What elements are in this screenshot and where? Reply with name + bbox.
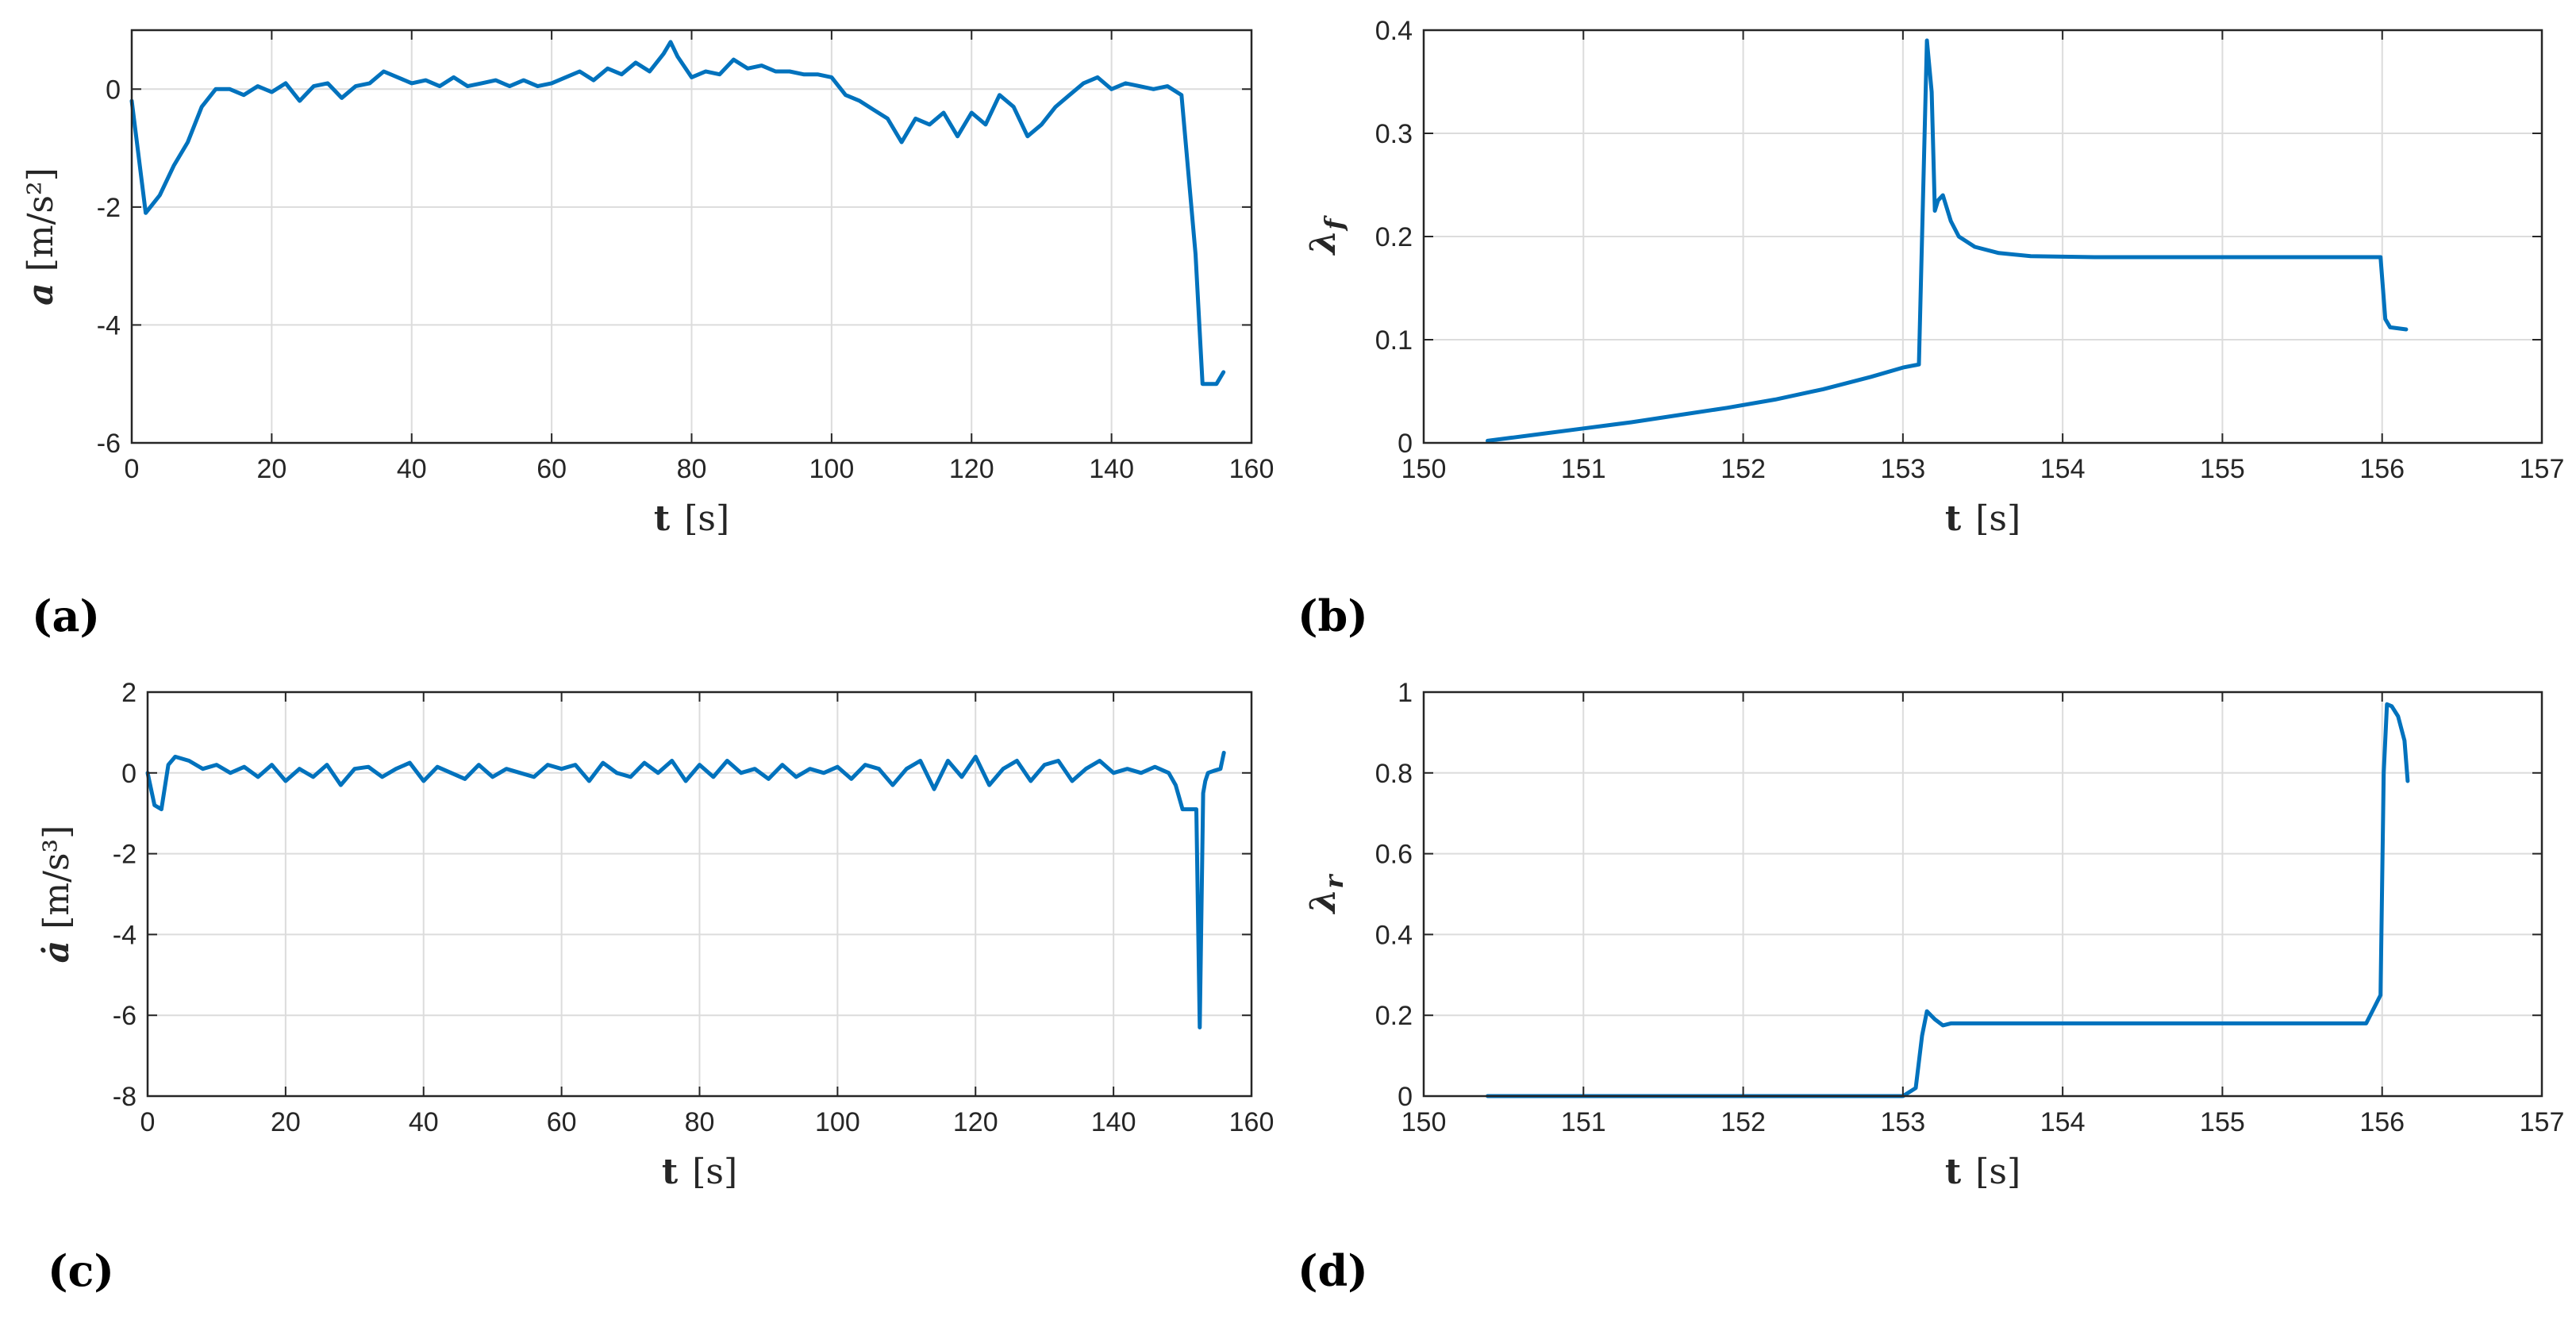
x-tick-label: 156	[2359, 454, 2405, 484]
x-axis-label-symbol: t	[1945, 498, 1962, 539]
panel-label: (d)	[1298, 1245, 1368, 1296]
x-tick-label: 140	[1091, 1107, 1136, 1137]
x-axis-label: t [s]	[662, 1152, 737, 1192]
x-tick-label: 152	[1721, 1107, 1766, 1137]
x-tick-label: 140	[1089, 454, 1134, 484]
y-tick-label: 0.1	[1375, 325, 1413, 356]
x-axis-label: t [s]	[1945, 498, 2020, 539]
x-tick-label: 152	[1721, 454, 1766, 484]
x-tick-label: 80	[685, 1107, 715, 1137]
y-tick-label: -4	[113, 920, 136, 950]
x-tick-label: 160	[1229, 1107, 1275, 1137]
y-tick-label: 0.4	[1375, 920, 1413, 950]
x-axis-label-unit: [s]	[692, 1152, 737, 1192]
x-tick-label: 40	[409, 1107, 439, 1137]
y-tick-label: 0.2	[1375, 1001, 1413, 1031]
y-tick-label: 0	[1398, 1082, 1413, 1112]
y-tick-label: 0	[121, 759, 136, 789]
y-tick-label: 0.8	[1375, 759, 1413, 789]
x-tick-label: 157	[2520, 1107, 2565, 1137]
x-axis-label: t [s]	[1945, 1152, 2020, 1192]
y-axis-label: λr	[1303, 874, 1349, 915]
x-tick-label: 153	[1880, 454, 1925, 484]
y-axis-label-symbol: a	[21, 283, 61, 306]
axes-frame	[1422, 691, 2543, 1098]
y-tick-label: -6	[113, 1001, 136, 1031]
series-line	[145, 750, 1226, 1029]
x-tick-label: 0	[140, 1107, 156, 1137]
y-axis-label-unit: [m/s³]	[37, 825, 77, 929]
x-axis-label-symbol: t	[1945, 1152, 1962, 1192]
x-tick-label: 150	[1401, 1107, 1447, 1137]
panel-label: (a)	[32, 591, 100, 641]
y-tick-label: 0	[1398, 429, 1413, 459]
x-tick-label: 153	[1880, 1107, 1925, 1137]
x-axis-label-symbol: t	[662, 1152, 679, 1192]
y-tick-label: -8	[113, 1082, 136, 1112]
x-tick-label: 156	[2359, 1107, 2405, 1137]
y-axis-label: λf	[1303, 214, 1349, 256]
panel-a: 0 20 40 60 80 100 120 140 160 -6 -4 -2 0 t [s] a [m/s²] (…	[21, 29, 1275, 641]
y-axis-label: a [m/s²]	[21, 167, 61, 306]
panel-c: 0 20 40 60 80 100 120 140 160 -8 -6 -4 -2 0 2 t [s] ȧ [m/s…	[37, 678, 1274, 1296]
x-tick-label: 40	[397, 454, 427, 484]
x-axis-label-unit: [s]	[684, 498, 729, 539]
series-line	[1486, 38, 2409, 443]
panel-d: 150 151 152 153 154 155 156 157 0 0.2 0.4 0.6 0.8 1 t […	[1298, 678, 2564, 1296]
panel-b: 150 151 152 153 154 155 156 157 0 0.1 0.2 0.3 0.4 t [s…	[1298, 16, 2564, 641]
x-tick-label: 60	[536, 454, 567, 484]
panel-label: (c)	[48, 1245, 114, 1296]
y-axis-label-symbol: ȧ	[37, 941, 77, 964]
y-axis-label: ȧ [m/s³]	[37, 825, 77, 964]
series-line	[1486, 702, 2410, 1098]
x-tick-label: 0	[125, 454, 140, 484]
x-tick-label: 151	[1561, 1107, 1606, 1137]
y-tick-label: -2	[97, 193, 121, 223]
y-tick-label: -2	[113, 840, 136, 870]
y-axis-label-symbol: λ	[1303, 229, 1344, 256]
x-axis-label: t [s]	[654, 498, 729, 539]
x-tick-label: 80	[677, 454, 707, 484]
y-tick-label: 2	[121, 678, 136, 708]
y-tick-label: 1	[1398, 678, 1413, 708]
panel-label: (b)	[1298, 591, 1368, 641]
y-axis-label-subscript: r	[1319, 874, 1349, 889]
x-axis-label-unit: [s]	[1975, 1152, 2020, 1192]
x-tick-label: 60	[547, 1107, 577, 1137]
y-tick-label: 0.3	[1375, 119, 1413, 149]
x-tick-label: 160	[1229, 454, 1275, 484]
y-tick-label: 0.4	[1375, 16, 1413, 46]
y-tick-label: 0.2	[1375, 222, 1413, 252]
y-tick-label: -4	[97, 310, 121, 340]
y-axis-label-subscript: f	[1319, 214, 1349, 231]
y-axis-label-symbol: λ	[1303, 889, 1344, 915]
x-tick-label: 120	[949, 454, 994, 484]
y-axis-label-unit: [m/s²]	[21, 167, 61, 271]
x-tick-label: 151	[1561, 454, 1606, 484]
series-line	[129, 40, 1226, 387]
plot-area	[1424, 692, 2542, 1096]
x-tick-label: 154	[2040, 1107, 2086, 1137]
x-tick-label: 157	[2520, 454, 2565, 484]
x-tick-label: 100	[815, 1107, 860, 1137]
x-axis-label-symbol: t	[654, 498, 671, 539]
x-tick-label: 20	[271, 1107, 301, 1137]
x-tick-label: 154	[2040, 454, 2086, 484]
x-tick-label: 150	[1401, 454, 1447, 484]
x-tick-label: 155	[2200, 454, 2245, 484]
y-tick-label: 0	[106, 75, 121, 105]
x-tick-label: 120	[953, 1107, 998, 1137]
x-tick-label: 100	[809, 454, 855, 484]
y-tick-label: -6	[97, 429, 121, 459]
y-tick-label: 0.6	[1375, 840, 1413, 870]
x-tick-label: 155	[2200, 1107, 2245, 1137]
x-axis-label-unit: [s]	[1975, 498, 2020, 539]
x-tick-label: 20	[256, 454, 286, 484]
